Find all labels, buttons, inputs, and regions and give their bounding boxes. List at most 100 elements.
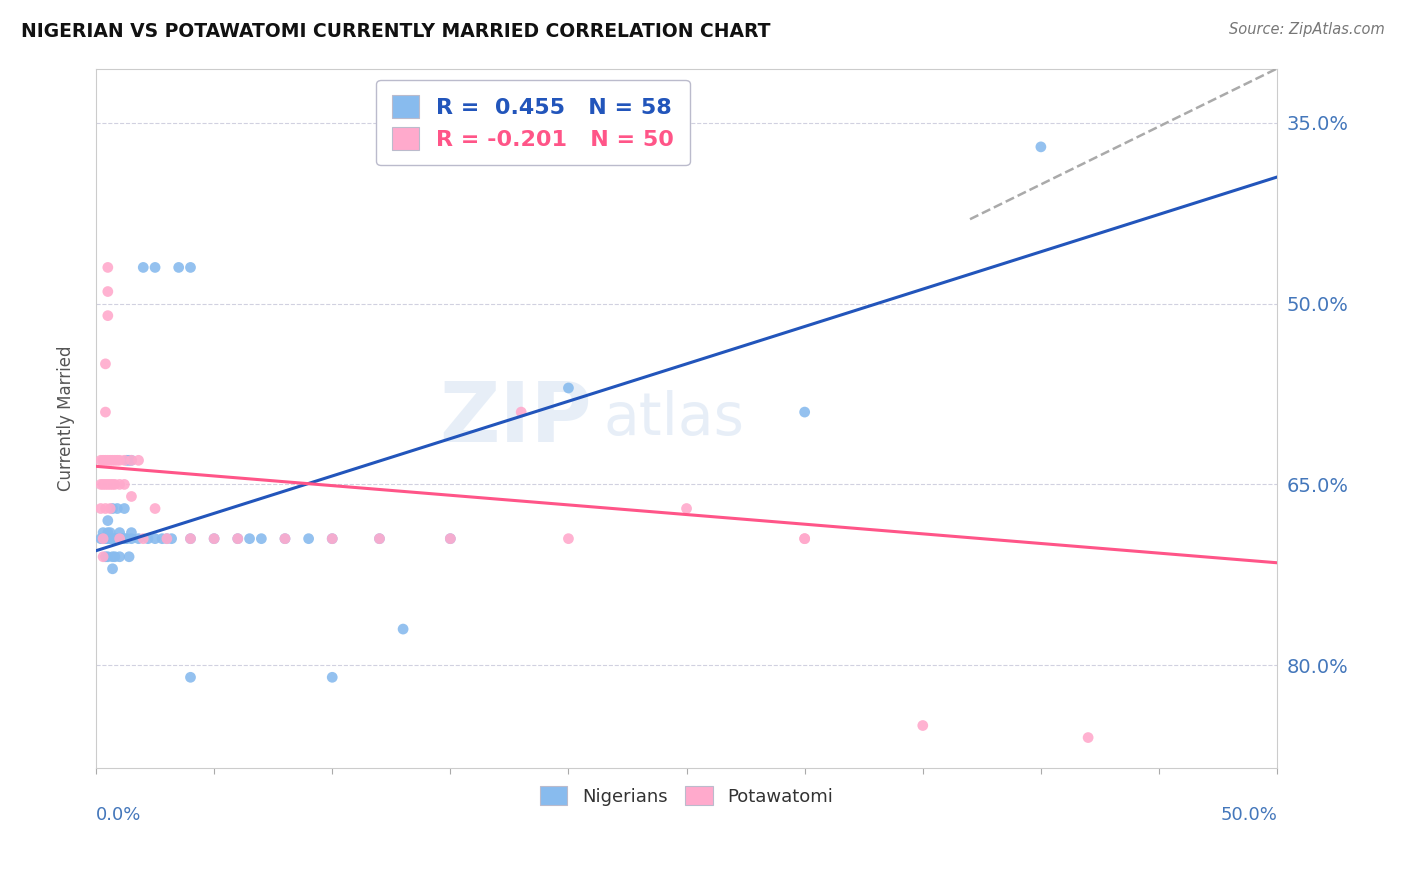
Point	[202, 532, 225, 546]
Point	[226, 532, 249, 546]
Point	[104, 532, 127, 546]
Point	[97, 285, 120, 299]
Point	[143, 501, 166, 516]
Point	[120, 490, 142, 504]
Point	[105, 501, 128, 516]
Point	[143, 532, 166, 546]
Point	[1029, 140, 1052, 154]
Point	[94, 453, 117, 467]
Point	[128, 532, 150, 546]
Point	[97, 477, 120, 491]
Point	[321, 670, 343, 684]
Point	[90, 532, 112, 546]
Point	[136, 532, 159, 546]
Point	[297, 532, 319, 546]
Point	[98, 532, 121, 546]
Point	[274, 532, 297, 546]
Point	[557, 381, 579, 395]
Point	[104, 453, 127, 467]
Point	[150, 532, 173, 546]
Point	[911, 718, 934, 732]
Point	[91, 453, 114, 467]
Point	[793, 405, 815, 419]
Point	[98, 453, 121, 467]
Point	[97, 549, 120, 564]
Point	[115, 453, 138, 467]
Point	[101, 477, 124, 491]
Point	[104, 549, 127, 564]
Point	[115, 532, 138, 546]
Point	[675, 501, 697, 516]
Point	[108, 525, 131, 540]
Point	[108, 532, 131, 546]
Point	[167, 260, 190, 275]
Text: 0.0%: 0.0%	[96, 806, 142, 824]
Point	[143, 260, 166, 275]
Point	[112, 477, 135, 491]
Point	[793, 532, 815, 546]
Legend: Nigerians, Potawatomi: Nigerians, Potawatomi	[531, 777, 842, 814]
Point	[112, 453, 135, 467]
Point	[793, 532, 815, 546]
Point	[91, 532, 114, 546]
Point	[101, 453, 124, 467]
Point	[118, 453, 141, 467]
Point	[104, 477, 127, 491]
Point	[321, 532, 343, 546]
Point	[120, 525, 142, 540]
Point	[439, 532, 461, 546]
Point	[156, 532, 179, 546]
Text: Source: ZipAtlas.com: Source: ZipAtlas.com	[1229, 22, 1385, 37]
Y-axis label: Currently Married: Currently Married	[58, 345, 75, 491]
Point	[108, 532, 131, 546]
Point	[510, 405, 533, 419]
Point	[132, 532, 155, 546]
Point	[112, 532, 135, 546]
Point	[94, 357, 117, 371]
Point	[179, 532, 201, 546]
Point	[91, 549, 114, 564]
Point	[90, 501, 112, 516]
Point	[108, 549, 131, 564]
Point	[132, 260, 155, 275]
Point	[179, 670, 201, 684]
Point	[97, 514, 120, 528]
Point	[98, 501, 121, 516]
Point	[368, 532, 391, 546]
Point	[120, 532, 142, 546]
Point	[108, 453, 131, 467]
Point	[202, 532, 225, 546]
Point	[557, 532, 579, 546]
Text: ZIP: ZIP	[440, 377, 592, 458]
Point	[97, 260, 120, 275]
Point	[105, 532, 128, 546]
Point	[160, 532, 183, 546]
Point	[118, 549, 141, 564]
Point	[101, 501, 124, 516]
Point	[90, 453, 112, 467]
Point	[1077, 731, 1099, 745]
Point	[368, 532, 391, 546]
Point	[91, 477, 114, 491]
Point	[179, 532, 201, 546]
Point	[98, 477, 121, 491]
Point	[91, 532, 114, 546]
Point	[94, 549, 117, 564]
Point	[101, 549, 124, 564]
Point	[97, 453, 120, 467]
Text: 50.0%: 50.0%	[1220, 806, 1277, 824]
Point	[105, 453, 128, 467]
Point	[97, 309, 120, 323]
Text: NIGERIAN VS POTAWATOMI CURRENTLY MARRIED CORRELATION CHART: NIGERIAN VS POTAWATOMI CURRENTLY MARRIED…	[21, 22, 770, 41]
Point	[128, 453, 150, 467]
Point	[101, 532, 124, 546]
Point	[90, 477, 112, 491]
Point	[94, 501, 117, 516]
Point	[94, 532, 117, 546]
Point	[94, 405, 117, 419]
Point	[101, 562, 124, 576]
Point	[156, 532, 179, 546]
Point	[98, 525, 121, 540]
Point	[112, 501, 135, 516]
Point	[108, 477, 131, 491]
